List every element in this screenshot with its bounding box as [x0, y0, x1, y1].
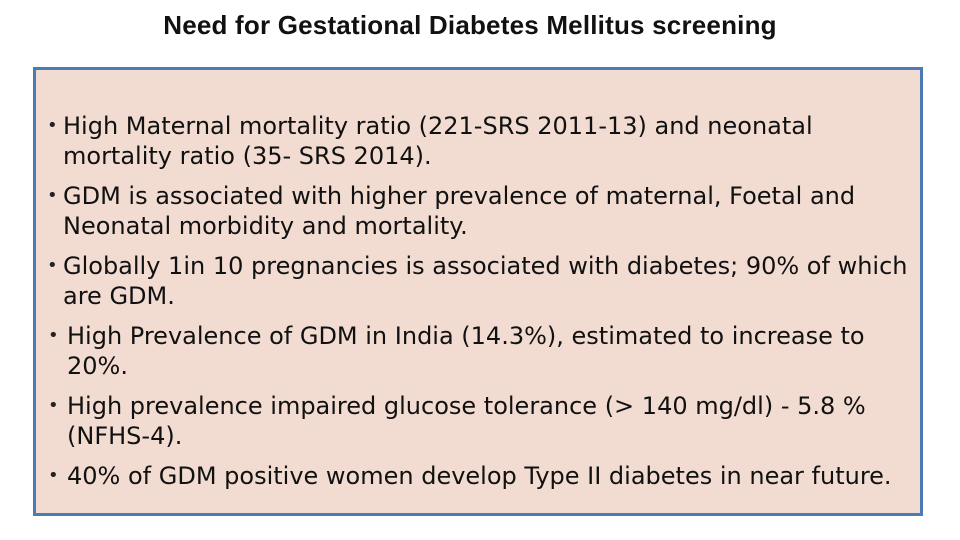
bullet-text: GDM is associated with higher prevalence… — [63, 182, 856, 240]
bullet-text: 40% of GDM positive women develop Type I… — [67, 462, 892, 490]
bullet-dot-icon: • — [47, 255, 58, 276]
slide-title: Need for Gestational Diabetes Mellitus s… — [163, 10, 777, 40]
bullet-item-impaired-glucose: • High prevalence impaired glucose toler… — [36, 391, 916, 451]
bullet-item-india-prevalence: • High Prevalence of GDM in India (14.3%… — [36, 321, 916, 381]
bullet-text: Globally 1in 10 pregnancies is associate… — [63, 252, 908, 310]
bullet-list: • High Maternal mortality ratio (221-SRS… — [36, 111, 916, 501]
bullet-item-global-prevalence: • Globally 1in 10 pregnancies is associa… — [36, 251, 916, 311]
bullet-item-gdm-morbidity: • GDM is associated with higher prevalen… — [36, 181, 916, 241]
bullet-dot-icon: • — [48, 325, 59, 346]
bullet-text: High prevalence impaired glucose toleran… — [67, 392, 866, 450]
bullet-dot-icon: • — [47, 185, 58, 206]
bullet-dot-icon: • — [48, 465, 59, 486]
bullet-dot-icon: • — [47, 115, 58, 136]
bullet-dot-icon: • — [48, 395, 59, 416]
bullet-text: High Prevalence of GDM in India (14.3%),… — [67, 322, 865, 380]
bullet-text: High Maternal mortality ratio (221-SRS 2… — [63, 112, 813, 170]
content-box: • High Maternal mortality ratio (221-SRS… — [33, 67, 923, 516]
bullet-item-maternal-mortality: • High Maternal mortality ratio (221-SRS… — [36, 111, 916, 171]
bullet-item-type2-risk: • 40% of GDM positive women develop Type… — [36, 461, 916, 491]
